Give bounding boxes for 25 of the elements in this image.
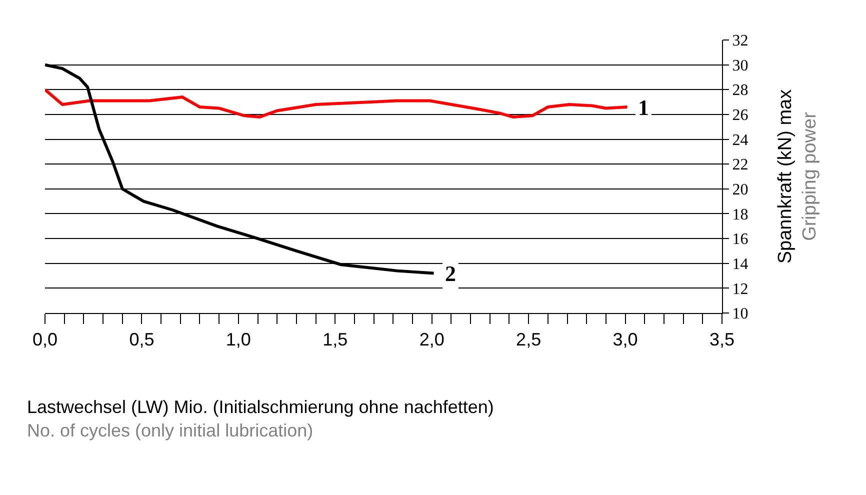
series-label: 2 bbox=[445, 261, 456, 286]
y-tick-label: 32 bbox=[732, 32, 748, 50]
series-label: 1 bbox=[638, 95, 649, 120]
y-tick-label: 24 bbox=[732, 132, 748, 149]
x-tick-label: 3,5 bbox=[709, 330, 735, 350]
y-tick-label: 22 bbox=[732, 156, 748, 174]
y-tick-label: 26 bbox=[732, 107, 748, 124]
x-tick-label: 0,0 bbox=[32, 330, 58, 350]
y-tick-label: 28 bbox=[732, 82, 748, 100]
x-tick-label: 0,5 bbox=[129, 330, 154, 350]
x-tick-label: 3,0 bbox=[612, 330, 638, 350]
x-axis-title: Lastwechsel (LW) Mio. (Initialschmierung ohne nachfetten) No. of cycles (only initial lubrication) bbox=[27, 397, 494, 440]
y-tick-label: 16 bbox=[732, 231, 748, 248]
x-tick-label: 2,5 bbox=[516, 330, 542, 350]
x-tick-label: 1,5 bbox=[322, 330, 348, 350]
line-series bbox=[45, 88, 629, 118]
y-tick-label: 12 bbox=[732, 280, 748, 298]
y-tick-label: 30 bbox=[732, 57, 748, 74]
y-axis-title: Spannkraft (kN) max Gripping power bbox=[775, 88, 821, 264]
x-tick-label: 2,0 bbox=[419, 330, 444, 350]
y-tick-label: 20 bbox=[732, 182, 748, 199]
y-tick-label: 18 bbox=[732, 206, 748, 224]
y-tick-label: 14 bbox=[732, 256, 748, 273]
y-tick-label: 10 bbox=[732, 306, 748, 323]
x-tick-label: 1,0 bbox=[226, 330, 251, 350]
